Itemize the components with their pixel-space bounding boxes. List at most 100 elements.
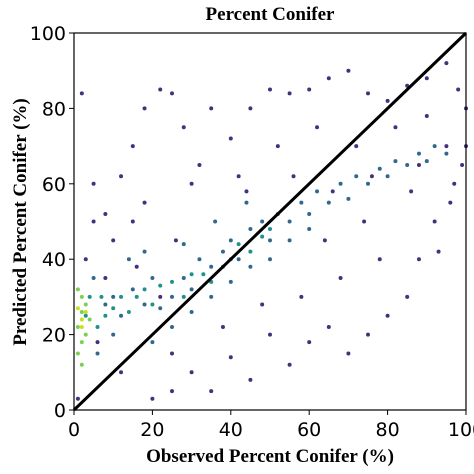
point	[444, 144, 449, 149]
point	[228, 238, 233, 243]
point	[181, 276, 186, 281]
point	[170, 279, 174, 284]
point	[416, 257, 421, 262]
x-tick-label: 60	[297, 419, 321, 441]
point	[189, 370, 194, 375]
point	[326, 76, 331, 81]
point	[209, 264, 214, 269]
y-tick-label: 60	[42, 174, 66, 196]
x-tick-label: 20	[140, 419, 164, 441]
point	[142, 287, 147, 292]
point	[299, 200, 304, 205]
point	[150, 340, 155, 345]
point	[134, 294, 139, 299]
point	[268, 87, 272, 92]
point	[248, 264, 253, 269]
plot-frame	[73, 32, 467, 411]
point	[75, 351, 80, 356]
point	[170, 325, 174, 330]
point	[424, 159, 429, 164]
point	[287, 91, 292, 96]
point	[130, 219, 135, 224]
point	[228, 355, 233, 360]
point	[248, 377, 253, 382]
point	[452, 181, 457, 186]
point	[126, 257, 131, 262]
point	[416, 151, 421, 156]
point	[170, 294, 174, 299]
point	[291, 174, 296, 179]
point	[95, 351, 100, 356]
point	[244, 200, 249, 205]
point	[79, 340, 84, 345]
point	[248, 249, 253, 254]
point	[170, 389, 174, 394]
point	[201, 272, 206, 277]
point	[83, 257, 88, 262]
point	[260, 302, 265, 307]
point	[307, 211, 312, 216]
point	[103, 211, 108, 216]
point	[130, 144, 135, 149]
point	[424, 113, 429, 118]
point	[95, 340, 100, 345]
point	[158, 87, 163, 92]
point	[150, 276, 155, 281]
point	[287, 219, 292, 224]
point	[209, 389, 214, 394]
x-tick-label: 0	[68, 419, 80, 441]
point	[79, 362, 84, 367]
point	[260, 219, 265, 224]
point	[236, 174, 241, 179]
point	[197, 162, 202, 167]
point	[79, 309, 84, 314]
point	[142, 249, 147, 254]
point	[315, 189, 320, 194]
point	[385, 174, 390, 179]
point	[142, 200, 147, 205]
point	[346, 351, 351, 356]
point	[377, 257, 382, 262]
point	[103, 313, 108, 318]
x-tick-label: 40	[219, 419, 243, 441]
y-tick-label: 80	[42, 98, 66, 120]
point	[87, 294, 92, 299]
point	[158, 306, 163, 311]
y-tick-label: 40	[42, 249, 66, 271]
y-axis-label: Predicted Percent Conifer (%)	[10, 98, 31, 345]
point	[299, 294, 304, 299]
point	[150, 396, 155, 401]
point	[220, 249, 225, 254]
point	[189, 287, 194, 292]
point	[91, 219, 96, 224]
point	[158, 283, 163, 288]
point	[170, 351, 174, 356]
point	[83, 309, 88, 314]
point	[346, 196, 351, 201]
point	[189, 181, 194, 186]
point	[173, 238, 178, 243]
point	[424, 76, 429, 81]
point	[75, 287, 80, 292]
point	[248, 106, 253, 111]
point	[75, 325, 80, 330]
point	[416, 162, 421, 167]
point	[209, 294, 214, 299]
point	[432, 219, 437, 224]
point	[126, 309, 131, 314]
point	[315, 125, 320, 130]
point	[119, 294, 124, 299]
point	[142, 106, 147, 111]
point	[369, 174, 374, 179]
point	[393, 159, 398, 164]
point	[79, 294, 84, 299]
point	[346, 68, 351, 73]
y-tick-label: 20	[42, 325, 66, 347]
point	[103, 276, 108, 281]
point	[119, 370, 124, 375]
point	[436, 249, 441, 254]
point	[181, 294, 186, 299]
point	[326, 200, 331, 205]
point	[338, 276, 343, 281]
point	[189, 272, 194, 277]
